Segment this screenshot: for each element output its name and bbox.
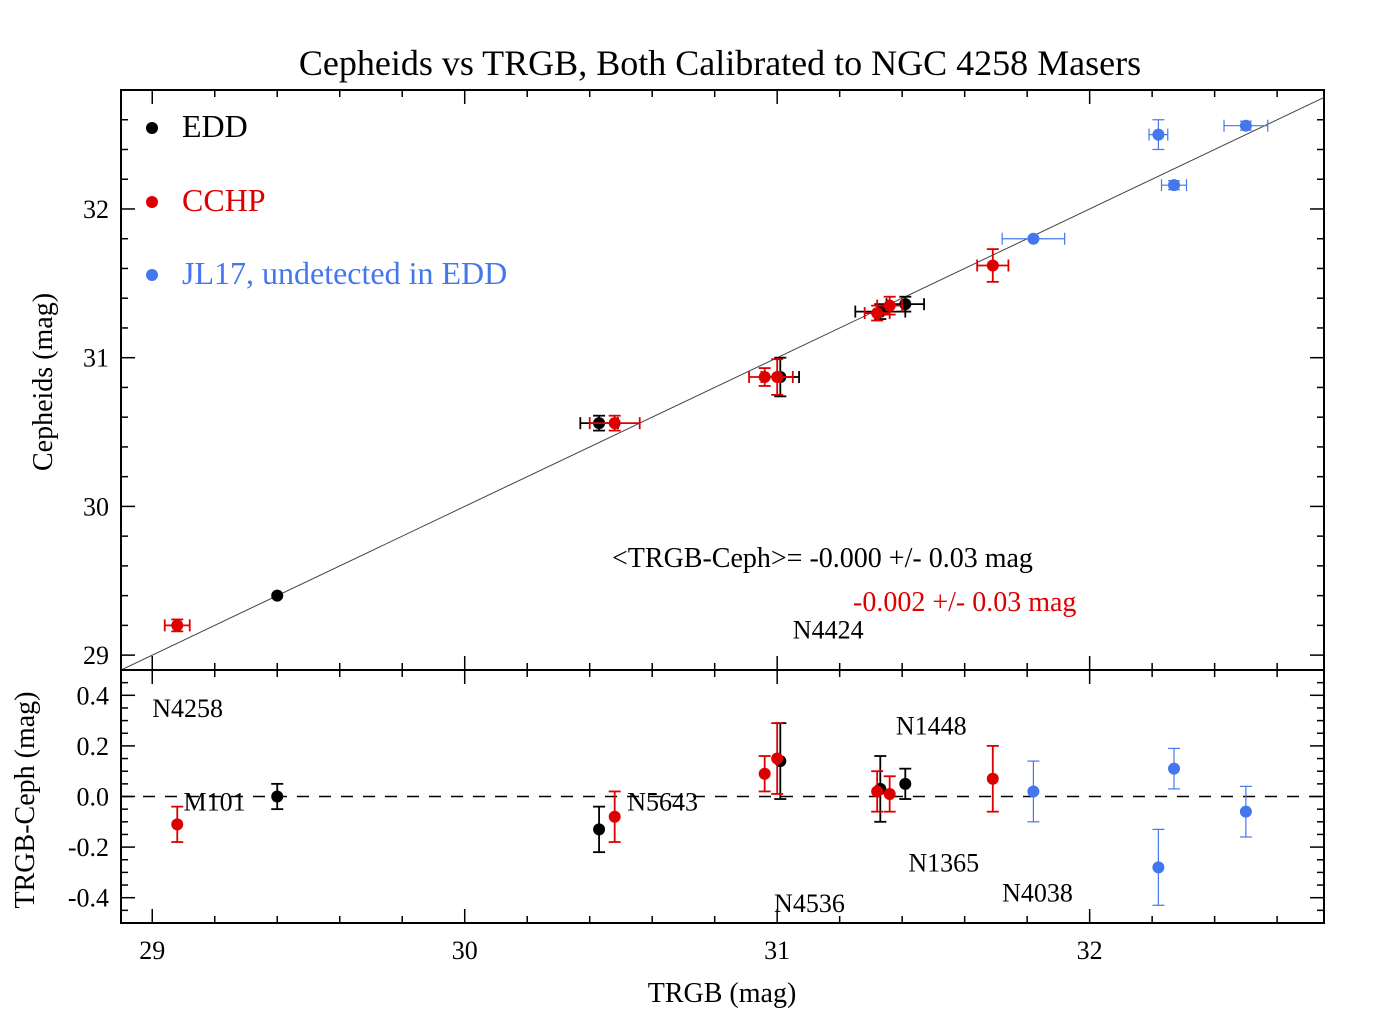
legend-marker-cchp [146, 196, 158, 208]
cchp-point [883, 299, 896, 312]
x-tick-label: 32 [1077, 936, 1103, 965]
top-ticks: 29 30 31 32 [83, 89, 1324, 670]
cchp-point [171, 619, 184, 632]
galaxy-label: N1365 [908, 848, 979, 877]
bottom-ticks: 29 30 31 32 -0.4 -0.2 0.0 0.2 0.4 [68, 669, 1324, 965]
legend-label-edd: EDD [182, 108, 248, 144]
jl17-point [1168, 179, 1181, 192]
galaxy-label: M101 [183, 788, 245, 817]
top-data-points [163, 119, 1269, 633]
jl17-point [1239, 119, 1252, 132]
cchp-residual-point [608, 810, 621, 823]
bottom-y-tick-label: -0.2 [68, 833, 109, 862]
jl17-residual-point [1152, 861, 1165, 874]
galaxy-label: N4258 [152, 694, 223, 723]
bottom-y-tick-label: 0.4 [77, 681, 110, 710]
cchp-residual-point [986, 772, 999, 785]
bottom-y-tick-label: -0.4 [68, 884, 109, 913]
x-tick-label: 31 [764, 936, 790, 965]
legend-label-jl17: JL17, undetected in EDD [182, 255, 507, 291]
edd-residual-point [899, 777, 912, 790]
jl17-point [1152, 128, 1165, 141]
one-to-one-line [120, 96, 1325, 671]
cchp-residual-point [883, 787, 896, 800]
cchp-point [771, 371, 784, 384]
edd-point [899, 298, 912, 311]
annotation-edd-mean: <TRGB-Ceph>= -0.000 +/- 0.03 mag [612, 543, 1033, 574]
cchp-point [986, 259, 999, 272]
bottom-panel: 29 30 31 32 -0.4 -0.2 0.0 0.2 0.4 M101 N4258 N5643… [10, 616, 1325, 1009]
x-axis-label: TRGB (mag) [648, 978, 797, 1009]
legend-marker-edd [146, 122, 158, 134]
jl17-residual-point [1027, 785, 1040, 798]
top-plot-frame [120, 89, 1325, 671]
bottom-data-points [171, 722, 1252, 906]
cchp-residual-point [771, 752, 784, 765]
cchp-point [871, 307, 884, 320]
bottom-y-tick-label: 0.0 [77, 783, 110, 812]
galaxy-label: N5643 [627, 788, 698, 817]
jl17-residual-point [1168, 762, 1181, 775]
jl17-residual-point [1239, 805, 1252, 818]
cchp-residual-point [171, 818, 184, 831]
legend-item-jl17: JL17, undetected in EDD [146, 255, 507, 291]
legend-label-cchp: CCHP [182, 182, 266, 218]
chart-title: Cepheids vs TRGB, Both Calibrated to NGC… [299, 43, 1141, 83]
galaxy-label: N4536 [774, 889, 845, 918]
top-y-tick-label: 29 [83, 641, 109, 670]
top-y-tick-label: 32 [83, 195, 109, 224]
x-tick-label: 30 [452, 936, 478, 965]
cchp-residual-point [871, 785, 884, 798]
edd-point [271, 589, 284, 602]
legend-item-edd: EDD [146, 108, 248, 144]
top-y-axis-label: Cepheids (mag) [28, 293, 59, 471]
cchp-residual-point [758, 767, 771, 780]
galaxy-labels: M101 N4258 N5643 N4424 N4536 N1448 N1365 N4038 [152, 616, 1073, 918]
legend: EDD CCHP JL17, undetected in EDD [146, 108, 507, 291]
x-tick-label: 29 [139, 936, 165, 965]
galaxy-label: N4424 [793, 616, 864, 645]
top-y-tick-label: 31 [83, 344, 109, 373]
annotation-cchp-mean: -0.002 +/- 0.03 mag [853, 587, 1076, 618]
top-panel: 29 30 31 32 Cepheids (mag) EDD CCHP JL17, u… [28, 89, 1325, 671]
bottom-y-axis-label: TRGB-Ceph (mag) [10, 692, 41, 909]
galaxy-label: N1448 [896, 712, 967, 741]
edd-residual-point [593, 823, 606, 836]
edd-residual-point [271, 790, 284, 803]
cchp-point [608, 417, 621, 430]
galaxy-label: N4038 [1002, 879, 1073, 908]
top-y-tick-label: 30 [83, 492, 109, 521]
legend-marker-jl17 [146, 269, 158, 281]
jl17-point [1027, 232, 1040, 245]
bottom-y-tick-label: 0.2 [77, 732, 110, 761]
legend-item-cchp: CCHP [146, 182, 266, 218]
